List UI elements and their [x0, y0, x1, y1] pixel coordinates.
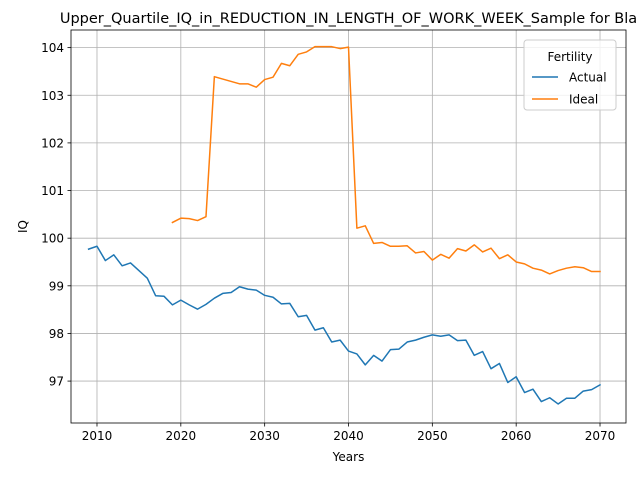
legend-box [523, 39, 617, 111]
axis-ticks: 2010 2020 2030 2040 2050 2060 2070 97 98 99 100 101… [41, 41, 615, 443]
x-tick-label: 2020 [166, 429, 197, 443]
y-tick-label: 104 [41, 41, 64, 55]
y-tick-label: 100 [41, 232, 64, 246]
y-tick-label: 103 [41, 89, 64, 103]
series-layer [87, 45, 602, 405]
legend-items: Actual Ideal [532, 71, 607, 107]
x-tick-label: 2030 [249, 429, 280, 443]
grid-lines [71, 30, 626, 423]
x-tick-label: 2050 [417, 429, 448, 443]
chart-title: Upper_Quartile_IQ_in_REDUCTION_IN_LENGTH… [60, 11, 637, 27]
series-line-ideal [171, 45, 601, 275]
x-tick-label: 2060 [501, 429, 532, 443]
y-tick-label: 101 [41, 184, 64, 198]
y-axis-title: IQ [16, 220, 30, 233]
x-tick-label: 2040 [333, 429, 364, 443]
x-tick-label: 2070 [585, 429, 616, 443]
legend-label-actual: Actual [569, 71, 607, 85]
legend-label-ideal: Ideal [569, 93, 598, 107]
x-axis-title: Years [332, 450, 365, 464]
x-tick-label: 2010 [82, 429, 113, 443]
y-tick-label: 102 [41, 136, 64, 150]
legend-title: Fertility [547, 50, 592, 64]
y-tick-label: 98 [49, 327, 64, 341]
y-tick-label: 99 [49, 279, 64, 293]
legend: Fertility Actual Ideal [523, 39, 617, 111]
y-tick-label: 97 [49, 375, 64, 389]
series-line-actual [87, 245, 602, 405]
